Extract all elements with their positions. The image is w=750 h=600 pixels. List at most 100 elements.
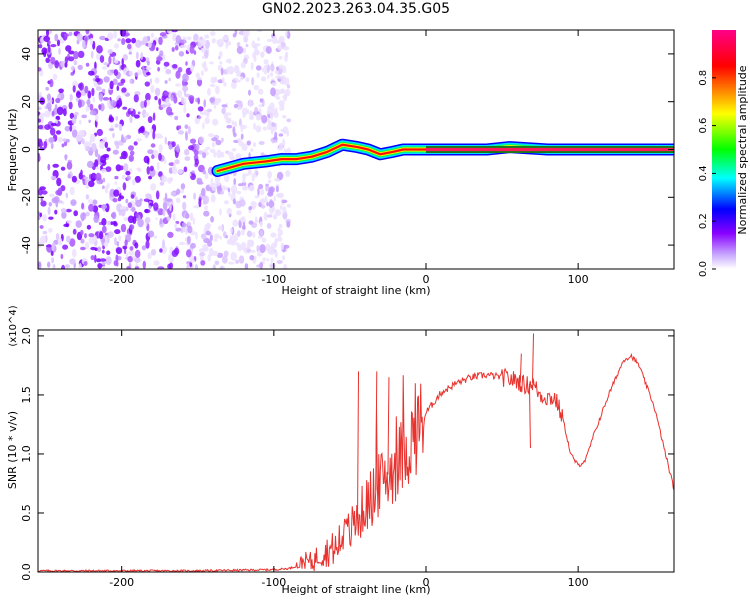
noise-speck (64, 125, 71, 132)
noise-speck (95, 114, 99, 122)
noise-speck (101, 88, 106, 94)
noise-speck (88, 119, 92, 124)
noise-speck (52, 73, 58, 81)
noise-speck (278, 89, 286, 95)
noise-speck (248, 89, 251, 96)
noise-speck (69, 238, 76, 247)
noise-speck (38, 261, 42, 269)
noise-speck (286, 118, 292, 123)
noise-speck (175, 35, 182, 44)
noise-speck (156, 161, 160, 171)
noise-speck (277, 44, 283, 51)
noise-speck (40, 36, 45, 44)
noise-speck (144, 208, 149, 213)
noise-speck (207, 87, 211, 96)
noise-speck (134, 266, 140, 269)
noise-speck (173, 161, 176, 168)
noise-speck (250, 200, 257, 209)
noise-speck (132, 216, 137, 224)
noise-speck (223, 82, 227, 87)
noise-speck (134, 249, 141, 258)
noise-speck (241, 107, 249, 116)
noise-speck (245, 173, 249, 177)
noise-speck (282, 126, 289, 135)
noise-speck (129, 224, 135, 231)
noise-speck (45, 86, 49, 91)
noise-speck (200, 70, 204, 76)
noise-speck (114, 229, 121, 235)
noise-speck (269, 110, 274, 120)
noise-speck (268, 200, 275, 208)
noise-speck (39, 186, 46, 191)
noise-speck (256, 30, 263, 33)
noise-speck (107, 32, 114, 40)
noise-speck (118, 165, 124, 171)
noise-speck (77, 99, 82, 109)
noise-speck (144, 112, 150, 117)
noise-speck (266, 214, 273, 218)
noise-speck (172, 33, 177, 42)
noise-speck (268, 179, 272, 184)
noise-speck (175, 197, 181, 204)
noise-speck (266, 124, 273, 131)
noise-speck (251, 40, 256, 49)
noise-speck (157, 67, 161, 72)
noise-speck (150, 128, 154, 134)
noise-speck (230, 185, 238, 193)
noise-speck (270, 63, 275, 72)
chart-title: GN02.2023.263.04.35.G05 (261, 1, 451, 17)
noise-speck (63, 108, 67, 117)
noise-speck (50, 56, 56, 64)
noise-speck (239, 199, 246, 207)
noise-speck (122, 106, 128, 110)
noise-speck (82, 40, 86, 49)
noise-speck (203, 49, 209, 59)
noise-speck (85, 62, 90, 67)
noise-speck (72, 248, 77, 258)
noise-speck (102, 265, 106, 269)
noise-speck (38, 124, 44, 130)
noise-speck (65, 208, 72, 213)
noise-speck (247, 239, 254, 244)
noise-speck (164, 80, 168, 84)
snr-line (38, 352, 674, 572)
noise-speck (202, 152, 207, 159)
noise-speck (219, 61, 223, 65)
noise-speck (275, 75, 282, 79)
noise-speck (193, 205, 200, 209)
noise-speck (203, 205, 209, 210)
top-x-ticks: -200 -100 0 100 (109, 30, 589, 286)
noise-speck (219, 208, 222, 216)
noise-speck (278, 142, 284, 150)
noise-speck (248, 206, 253, 211)
noise-speck (152, 112, 156, 121)
noise-speck (269, 72, 274, 77)
noise-speck (39, 97, 46, 105)
noise-speck (210, 76, 216, 84)
noise-speck (269, 246, 275, 256)
noise-speck (41, 235, 47, 244)
noise-speck (67, 56, 75, 62)
noise-speck (48, 227, 53, 233)
noise-speck (258, 183, 264, 190)
noise-speck (197, 181, 204, 185)
cb-tick-label: 0.4 (698, 165, 709, 181)
noise-speck (254, 106, 259, 115)
noise-speck (144, 132, 149, 139)
noise-speck (60, 166, 66, 171)
noise-speck (138, 127, 145, 134)
noise-speck (214, 98, 219, 106)
noise-speck (110, 221, 114, 226)
noise-speck (250, 148, 254, 152)
noise-speck (50, 44, 57, 48)
noise-speck (218, 38, 224, 48)
noise-speck (38, 91, 42, 97)
noise-speck (279, 55, 283, 60)
noise-speck (174, 115, 179, 121)
noise-speck (98, 231, 104, 240)
noise-speck (61, 143, 65, 148)
noise-speck (48, 137, 55, 143)
snr-spike (387, 377, 390, 475)
noise-speck (236, 190, 242, 195)
noise-speck (209, 97, 215, 103)
